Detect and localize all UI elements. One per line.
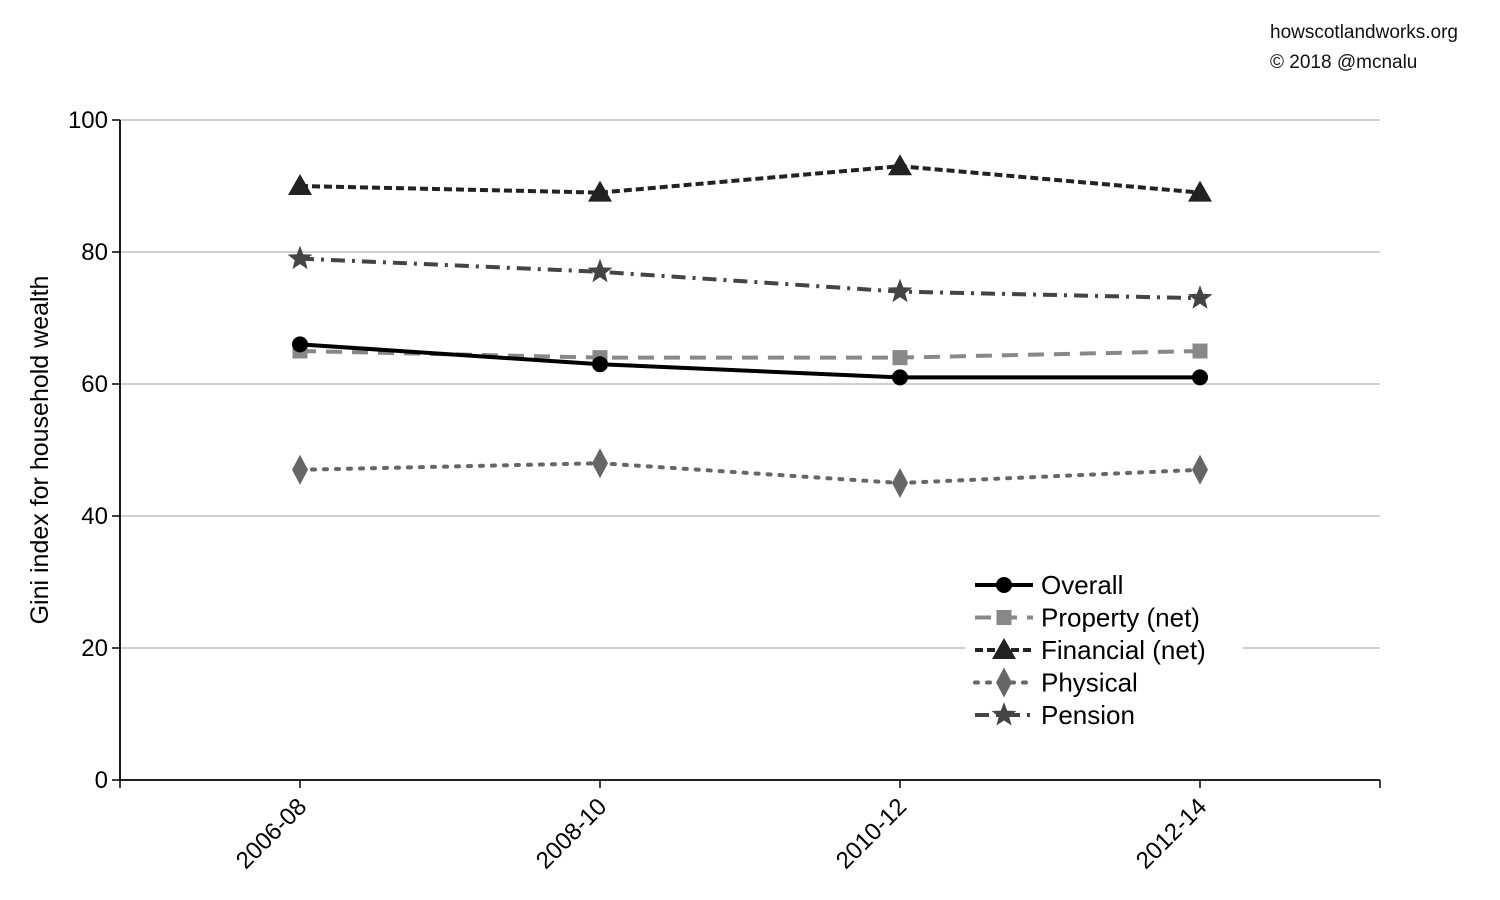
series-physical xyxy=(292,448,1208,498)
data-point xyxy=(1192,343,1208,359)
data-point xyxy=(1192,454,1208,485)
data-point xyxy=(288,174,312,195)
legend-marker xyxy=(996,667,1012,698)
series-lines xyxy=(287,154,1213,498)
y-tick-label: 80 xyxy=(81,239,108,266)
data-point xyxy=(592,448,608,479)
series-line xyxy=(299,342,1200,380)
series-line xyxy=(298,461,1202,486)
credit-copyright: © 2018 @mcnalu xyxy=(1270,52,1418,73)
legend-label: Property (net) xyxy=(1041,603,1200,633)
data-point xyxy=(887,278,913,303)
series-overall xyxy=(292,336,1208,386)
data-point xyxy=(587,258,613,283)
y-tick-label: 60 xyxy=(81,371,108,398)
y-tick-label: 20 xyxy=(81,635,108,662)
legend-marker xyxy=(996,610,1012,625)
legend-label: Overall xyxy=(1041,570,1123,600)
legend-entry: Physical xyxy=(973,667,1138,698)
legend-entry: Overall xyxy=(975,570,1123,600)
legend-background xyxy=(965,562,1243,730)
x-tick-label: 2006-08 xyxy=(231,793,312,874)
data-point xyxy=(892,350,908,366)
data-point xyxy=(292,336,308,353)
data-point xyxy=(1188,180,1212,202)
legend-marker xyxy=(991,702,1017,726)
series-financial-net xyxy=(288,154,1212,202)
legend-entry: Pension xyxy=(975,700,1135,730)
series-line xyxy=(299,256,1201,301)
y-tick-label: 0 xyxy=(95,767,108,794)
data-point xyxy=(892,369,908,386)
x-tick-label: 2008-10 xyxy=(531,793,612,874)
data-point xyxy=(292,454,308,485)
legend-label: Physical xyxy=(1041,668,1138,698)
legend-entry: Financial (net) xyxy=(975,635,1206,665)
data-point xyxy=(892,468,908,498)
legend-entry: Property (net) xyxy=(975,603,1200,633)
data-point xyxy=(1192,369,1208,386)
y-tick-label: 40 xyxy=(81,503,108,530)
y-axis-title: Gini index for household wealth xyxy=(26,276,54,625)
data-point xyxy=(588,180,612,202)
credit-site: howscotlandworks.org xyxy=(1270,22,1458,43)
data-point xyxy=(592,356,608,373)
series-line xyxy=(299,164,1201,195)
series-pension xyxy=(287,245,1213,309)
y-tick-label: 100 xyxy=(68,107,108,134)
series-line xyxy=(299,349,1201,360)
legend-label: Pension xyxy=(1041,700,1135,730)
x-tick-label: 2010-12 xyxy=(831,793,912,874)
data-point xyxy=(888,154,912,176)
legend-marker xyxy=(996,577,1012,593)
legend-label: Financial (net) xyxy=(1041,635,1206,665)
data-point xyxy=(1187,285,1213,309)
legend-marker xyxy=(992,638,1016,659)
x-tick-label: 2012-14 xyxy=(1131,793,1212,874)
data-point xyxy=(287,245,313,270)
axes: 0 20 40 60 80 100 2006-08 2008-10 2010-12 2012-14 xyxy=(68,107,1381,875)
